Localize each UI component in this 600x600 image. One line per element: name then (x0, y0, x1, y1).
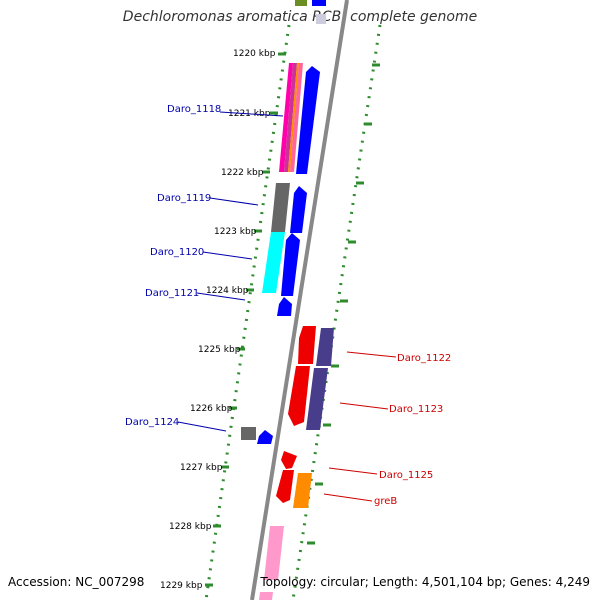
accession-text: Accession: NC_007298 (8, 575, 145, 589)
gene-greb[interactable] (293, 473, 312, 508)
tick-label: 1222 kbp (221, 168, 264, 178)
gene-label[interactable]: Daro_1122 (397, 353, 451, 364)
tick-label: 1223 kbp (214, 227, 257, 237)
map-title: Dechloromonas aromatica RCB, complete ge… (122, 9, 478, 25)
gene-label[interactable]: Daro_1123 (389, 404, 443, 415)
gene-blue-arrow[interactable] (281, 233, 300, 296)
right-tick-dashes (307, 63, 380, 545)
gene-daro-1122-purple[interactable] (316, 328, 334, 366)
gene-label[interactable]: Daro_1118 (167, 104, 221, 115)
tick-label: 1224 kbp (206, 286, 249, 296)
gene-daro-1123-purple[interactable] (306, 368, 328, 430)
gene-daro-1122[interactable] (298, 326, 316, 364)
gene-label[interactable]: Daro_1125 (379, 470, 433, 481)
top-green-gene (295, 0, 307, 6)
gene-daro-1119[interactable] (271, 183, 290, 232)
gene-daro-1118[interactable] (279, 63, 303, 172)
tick-label: 1227 kbp (180, 463, 223, 473)
left-tick-dashes (205, 52, 286, 587)
gene-pink-bottom[interactable] (259, 592, 273, 600)
right-connectors (323, 351, 397, 502)
gene-red-arrow[interactable] (276, 470, 294, 503)
tick-label: 1228 kbp (169, 522, 212, 532)
tick-label: 1226 kbp (190, 404, 233, 414)
tick-label: 1229 kbp (160, 581, 203, 591)
gene-label[interactable]: Daro_1119 (157, 193, 211, 204)
top-gray-gene (316, 14, 326, 24)
left-connectors (177, 111, 284, 432)
gene-blue-arrow[interactable] (296, 66, 320, 174)
top-blue-gene (312, 0, 326, 6)
gene-daro-1124[interactable] (241, 427, 256, 440)
gene-pink[interactable] (264, 526, 284, 580)
gene-daro-1120[interactable] (262, 232, 285, 293)
gene-blue-arrow[interactable] (257, 430, 273, 444)
gene-label[interactable]: Daro_1124 (125, 417, 179, 428)
gene-daro-1121[interactable] (277, 297, 292, 316)
gene-label[interactable]: Daro_1120 (150, 247, 204, 258)
genome-backbone (250, 0, 349, 600)
tick-label: 1225 kbp (198, 345, 241, 355)
gene-daro-1123[interactable] (288, 366, 310, 426)
summary-text: Topology: circular; Length: 4,501,104 bp… (260, 575, 590, 589)
gene-blue-arrow[interactable] (290, 186, 307, 233)
gene-daro-1125[interactable] (281, 451, 297, 469)
gene-label[interactable]: Daro_1121 (145, 288, 199, 299)
gene-label[interactable]: greB (374, 496, 397, 507)
tick-label: 1220 kbp (233, 49, 276, 59)
